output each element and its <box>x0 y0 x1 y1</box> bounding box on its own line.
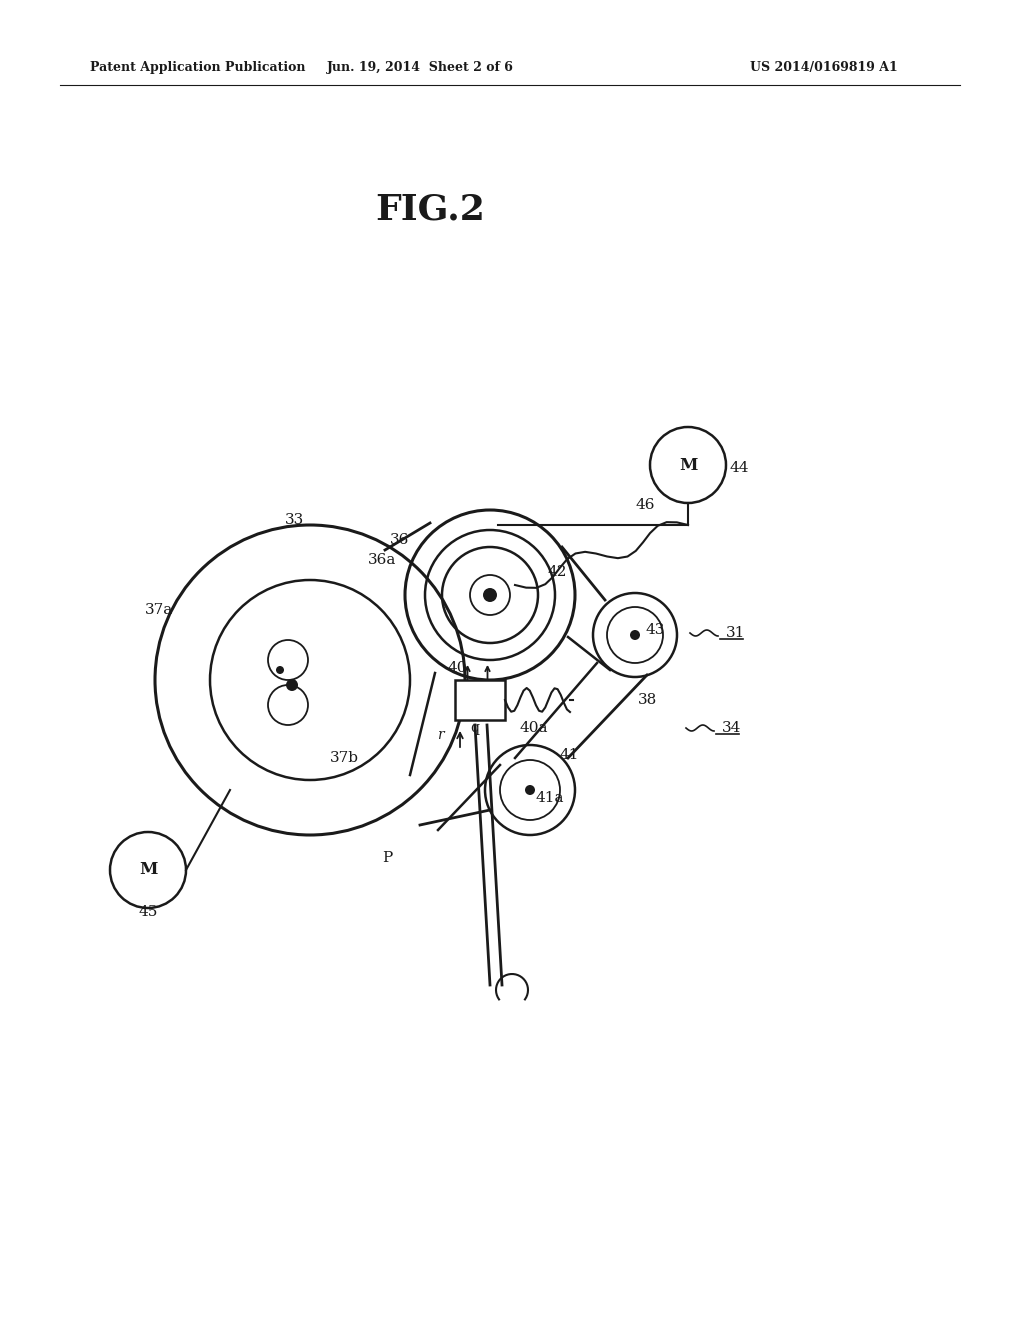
Text: Patent Application Publication: Patent Application Publication <box>90 62 305 74</box>
Circle shape <box>286 678 298 690</box>
Text: 45: 45 <box>138 906 158 919</box>
Text: 46: 46 <box>635 498 654 512</box>
Text: Jun. 19, 2014  Sheet 2 of 6: Jun. 19, 2014 Sheet 2 of 6 <box>327 62 513 74</box>
Circle shape <box>630 630 640 640</box>
Text: US 2014/0169819 A1: US 2014/0169819 A1 <box>750 62 898 74</box>
Text: r: r <box>436 729 443 742</box>
Text: 37a: 37a <box>145 603 173 616</box>
Text: 34: 34 <box>722 721 741 735</box>
Text: 41: 41 <box>560 748 580 762</box>
Text: 37b: 37b <box>330 751 359 766</box>
Text: 38: 38 <box>638 693 657 708</box>
Text: M: M <box>679 457 697 474</box>
Text: 43: 43 <box>645 623 665 638</box>
Text: P: P <box>382 851 392 865</box>
Text: 42: 42 <box>548 565 567 579</box>
Text: 40a: 40a <box>520 721 549 735</box>
Text: 31: 31 <box>726 626 745 640</box>
Circle shape <box>110 832 186 908</box>
Text: M: M <box>139 862 158 879</box>
Text: 41a: 41a <box>535 791 563 805</box>
Circle shape <box>650 426 726 503</box>
Text: 36a: 36a <box>368 553 396 568</box>
Text: q: q <box>470 721 479 735</box>
Circle shape <box>525 785 535 795</box>
Circle shape <box>276 667 284 675</box>
Text: FIG.2: FIG.2 <box>375 193 485 227</box>
Text: 33: 33 <box>285 513 304 527</box>
Circle shape <box>483 587 497 602</box>
Text: 36: 36 <box>390 533 410 546</box>
Text: 44: 44 <box>730 461 750 475</box>
Bar <box>455 680 505 719</box>
Text: 40: 40 <box>449 661 468 675</box>
